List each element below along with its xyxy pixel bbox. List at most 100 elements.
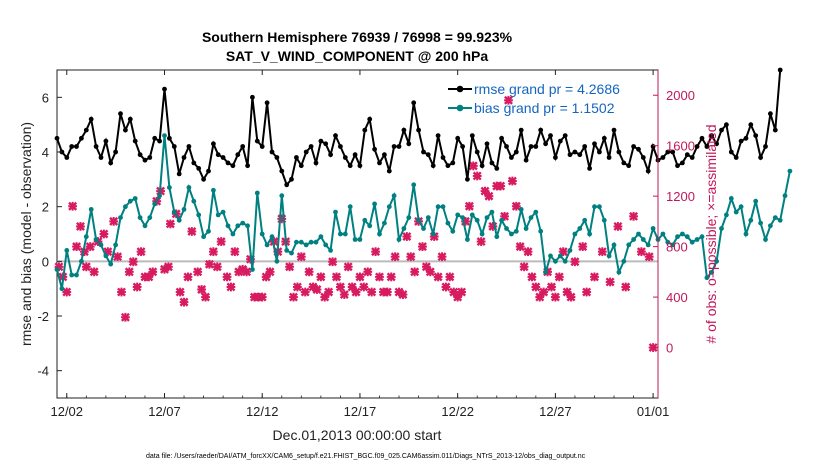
bias-series-point-3 bbox=[69, 272, 75, 278]
obs-count-point-87 bbox=[402, 232, 412, 241]
legend-rmse-label: rmse grand pr = 4.2686 bbox=[474, 81, 620, 97]
obs-count-point-122 bbox=[539, 287, 549, 297]
bias-series-point-32 bbox=[211, 187, 216, 193]
rmse-series-point-74 bbox=[416, 127, 421, 133]
obs-count-point-50 bbox=[257, 292, 267, 302]
rmse-series-point-126 bbox=[670, 149, 676, 155]
rmse-series-point-134 bbox=[709, 133, 715, 139]
bias-series-point-100 bbox=[543, 269, 548, 275]
obs-count-point-37 bbox=[205, 259, 214, 269]
bias-series-point-102 bbox=[553, 258, 558, 264]
obs-count-point-75 bbox=[355, 272, 365, 282]
chart-title: Southern Hemisphere 76939 / 76998 = 99.9… bbox=[202, 29, 513, 45]
bias-series-point-42 bbox=[259, 231, 265, 237]
rmse-series-point-104 bbox=[562, 133, 568, 139]
rmse-series-point-20 bbox=[152, 135, 158, 141]
bias-series-point-52 bbox=[308, 239, 314, 245]
rmse-series-point-103 bbox=[557, 138, 563, 144]
chart-subtitle: SAT_V_WIND_COMPONENT @ 200 hPa bbox=[226, 48, 489, 64]
obs-count-point-33 bbox=[187, 227, 197, 236]
bias-series-point-127 bbox=[675, 234, 680, 240]
bias-series-point-67 bbox=[382, 220, 387, 226]
obs-count-point-105 bbox=[472, 171, 482, 181]
y-tick-label-0: 6 bbox=[42, 90, 49, 105]
bias-series-point-61 bbox=[352, 237, 358, 242]
rmse-series-point-14 bbox=[123, 127, 128, 133]
obs-count-point-77 bbox=[363, 267, 373, 277]
rmse-series-point-138 bbox=[728, 149, 734, 155]
rmse-series-point-92 bbox=[504, 144, 509, 149]
y2-tick-label-0: 2000 bbox=[666, 88, 695, 103]
rmse-series-point-73 bbox=[411, 100, 417, 106]
obs-count-point-114 bbox=[507, 176, 517, 186]
bias-series-point-113 bbox=[606, 253, 612, 259]
rmse-series-point-106 bbox=[572, 149, 578, 155]
rmse-series-point-0 bbox=[54, 135, 60, 141]
rmse-series-point-80 bbox=[445, 163, 451, 169]
obs-count-point-27 bbox=[163, 262, 173, 272]
bias-series-point-109 bbox=[587, 231, 592, 237]
rmse-series-point-110 bbox=[592, 141, 597, 147]
bias-series-point-116 bbox=[621, 258, 627, 264]
obs-count-point-79 bbox=[371, 247, 381, 257]
obs-count-point-28 bbox=[165, 219, 175, 229]
obs-count-point-116 bbox=[515, 242, 525, 252]
obs-count-point-71 bbox=[339, 290, 349, 300]
rmse-series-point-16 bbox=[132, 138, 138, 144]
bias-series-point-147 bbox=[772, 215, 778, 221]
bias-series-point-88 bbox=[484, 215, 490, 221]
rmse-series-point-57 bbox=[333, 133, 338, 139]
rmse-series-point-93 bbox=[509, 155, 514, 160]
bias-series-point-28 bbox=[191, 198, 197, 204]
bias-series-point-135 bbox=[714, 258, 719, 264]
bias-series-point-112 bbox=[601, 217, 607, 223]
bias-series-point-71 bbox=[401, 226, 407, 231]
rmse-series-point-61 bbox=[352, 152, 358, 158]
rmse-series-point-24 bbox=[171, 144, 177, 149]
rmse-series-point-4 bbox=[74, 144, 79, 149]
bias-series-point-37 bbox=[235, 223, 241, 229]
obs-count-point-3 bbox=[68, 201, 78, 211]
bias-series-point-143 bbox=[753, 198, 759, 204]
obs-count-point-43 bbox=[230, 247, 240, 257]
obs-count-point-137 bbox=[621, 282, 631, 292]
bias-series-point-117 bbox=[626, 242, 632, 248]
bias-series-point-60 bbox=[347, 204, 353, 210]
x-tick-label-0: 12/02 bbox=[50, 404, 83, 419]
rmse-series-point-69 bbox=[391, 144, 397, 149]
bias-series-point-118 bbox=[631, 237, 636, 242]
bias-series-point-145 bbox=[763, 237, 768, 242]
bias-series-point-53 bbox=[313, 239, 319, 245]
rmse-series-point-112 bbox=[601, 135, 607, 141]
bias-series-point-140 bbox=[738, 204, 744, 210]
rmse-series-point-58 bbox=[338, 144, 343, 149]
rmse-series-point-75 bbox=[421, 149, 426, 155]
bias-series-point-11 bbox=[108, 261, 114, 267]
bias-series-point-14 bbox=[123, 204, 128, 210]
bias-series-point-77 bbox=[430, 231, 436, 237]
bias-series-point-137 bbox=[724, 212, 729, 218]
obs-count-point-14 bbox=[113, 252, 123, 262]
bias-series-point-7 bbox=[88, 207, 94, 212]
rmse-series-point-72 bbox=[406, 141, 412, 147]
x-tick-label-6: 01/01 bbox=[637, 404, 670, 419]
obs-count-point-96 bbox=[437, 252, 447, 262]
bias-series-point-80 bbox=[445, 220, 451, 226]
obs-count-point-125 bbox=[550, 292, 560, 302]
obs-count-point-130 bbox=[570, 257, 580, 267]
bias-series-point-103 bbox=[557, 253, 563, 259]
obs-count-point-38 bbox=[208, 247, 218, 257]
bias-series-point-90 bbox=[494, 234, 500, 240]
bias-series-point-85 bbox=[469, 212, 475, 218]
rmse-series-point-98 bbox=[533, 144, 539, 149]
rmse-series-point-82 bbox=[455, 135, 461, 141]
rmse-series-point-8 bbox=[93, 144, 99, 149]
bias-series-point-125 bbox=[665, 239, 671, 245]
bias-series-point-6 bbox=[83, 234, 89, 240]
obs-count-point-76 bbox=[359, 282, 369, 292]
rmse-series-point-145 bbox=[763, 144, 768, 149]
obs-count-point-46 bbox=[242, 267, 252, 277]
rmse-series-point-107 bbox=[577, 152, 583, 158]
bias-series-point-87 bbox=[479, 231, 485, 237]
y-tick-label-1: 4 bbox=[42, 145, 49, 160]
